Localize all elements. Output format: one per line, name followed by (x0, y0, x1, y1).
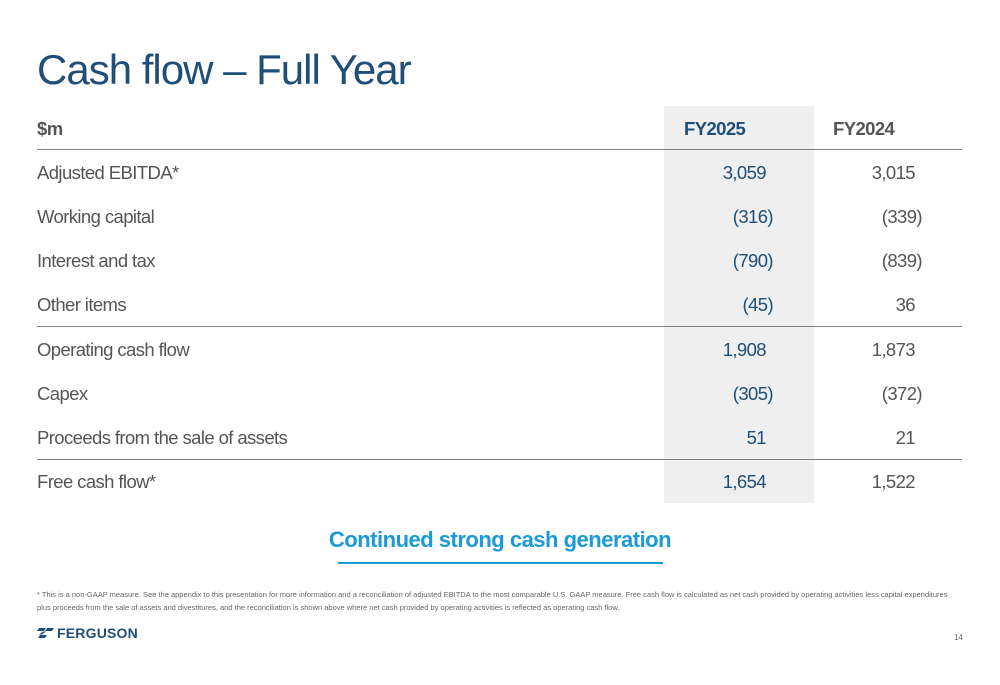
total-divider (37, 459, 962, 460)
header-divider (37, 149, 962, 150)
value-fy2025: (45) (742, 294, 774, 315)
tagline: Continued strong cash generation (328, 527, 672, 552)
table-row: Operating cash flow 1,908 1,873 (37, 339, 962, 369)
value-fy2024: (339) (881, 206, 923, 227)
row-label: Proceeds from the sale of assets (37, 427, 288, 448)
value-fy2024: 3,015 (871, 162, 916, 183)
value-fy2025: (316) (732, 206, 774, 227)
footnote: * This is a non-GAAP measure. See the ap… (37, 590, 948, 612)
value-fy2024: (372) (881, 383, 923, 404)
row-label: Other items (37, 294, 127, 315)
row-label: Capex (37, 383, 88, 404)
row-label: Operating cash flow (37, 339, 190, 360)
row-label: Working capital (37, 206, 155, 227)
subtotal-divider (37, 326, 962, 327)
value-fy2025: 1,908 (722, 339, 767, 360)
unit-label: $m (37, 118, 63, 139)
fy2025-column-highlight (664, 106, 814, 503)
value-fy2024: 36 (895, 294, 916, 315)
row-label: Adjusted EBITDA* (37, 162, 179, 183)
value-fy2025: (790) (732, 250, 774, 271)
company-logo: FERGUSON (37, 625, 138, 641)
row-label: Free cash flow* (37, 471, 156, 492)
table-row: Capex (305) (372) (37, 383, 962, 413)
table-row: Working capital (316) (339) (37, 206, 962, 236)
table-row: Proceeds from the sale of assets 51 21 (37, 427, 962, 457)
table-row: Other items (45) 36 (37, 294, 962, 324)
value-fy2024: 21 (895, 427, 916, 448)
value-fy2025: 51 (746, 427, 767, 448)
ferguson-logo-icon (37, 628, 54, 638)
value-fy2024: 1,873 (871, 339, 916, 360)
table-header: $m FY2025 FY2024 (37, 118, 962, 148)
table-row: Adjusted EBITDA* 3,059 3,015 (37, 162, 962, 192)
column-header-fy2024: FY2024 (833, 118, 895, 139)
table-row: Interest and tax (790) (839) (37, 250, 962, 280)
value-fy2024: 1,522 (871, 471, 916, 492)
table-row: Free cash flow* 1,654 1,522 (37, 471, 962, 501)
tagline-underline (338, 562, 663, 564)
column-header-fy2025: FY2025 (684, 118, 746, 139)
value-fy2025: 3,059 (722, 162, 767, 183)
logo-text: FERGUSON (57, 625, 138, 641)
page-number: 14 (954, 633, 963, 642)
slide-title: Cash flow – Full Year (37, 46, 412, 93)
value-fy2025: (305) (732, 383, 774, 404)
value-fy2025: 1,654 (722, 471, 767, 492)
row-label: Interest and tax (37, 250, 156, 271)
value-fy2024: (839) (881, 250, 923, 271)
